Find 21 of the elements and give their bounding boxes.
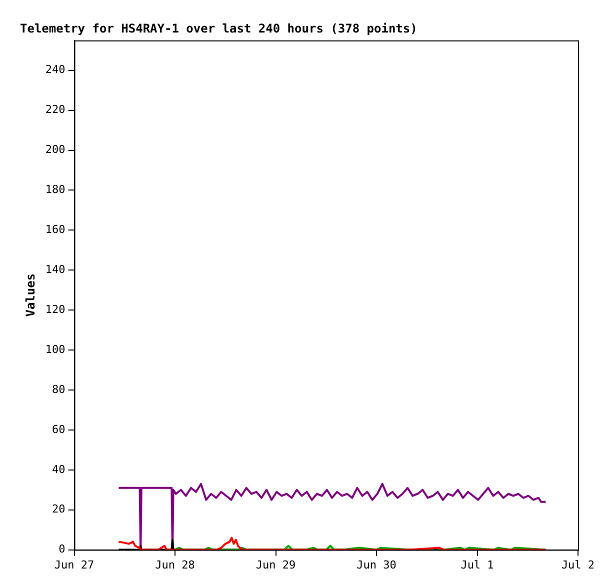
x-tick-label: Jun 29 (256, 558, 296, 572)
y-tick-label: 60 (52, 422, 66, 436)
y-tick-label: 160 (45, 223, 66, 236)
x-tick-label: Jun 27 (54, 558, 94, 572)
y-tick-label: 20 (52, 502, 66, 516)
y-tick-label: 220 (45, 103, 66, 116)
chart-title: Telemetry for HS4RAY-1 over last 240 hours (378 points) (20, 21, 418, 36)
x-tick-label: Jun 30 (356, 558, 396, 572)
y-tick-label: 100 (45, 342, 66, 356)
y-tick-label: 120 (45, 302, 66, 316)
x-tick-label: Jun 28 (155, 558, 195, 572)
y-tick-label: 180 (45, 183, 66, 196)
y-tick-label: 240 (45, 63, 66, 76)
y-axis-title: Values (23, 273, 38, 317)
y-tick-label: 0 (58, 542, 66, 556)
x-tick-label: Jul 1 (460, 558, 494, 572)
x-tick-label: Jul 2 (561, 558, 595, 572)
y-tick-label: 200 (45, 143, 66, 156)
y-tick-label: 140 (45, 262, 66, 276)
y-tick-label: 40 (52, 462, 66, 476)
y-tick-label: 80 (52, 382, 66, 396)
